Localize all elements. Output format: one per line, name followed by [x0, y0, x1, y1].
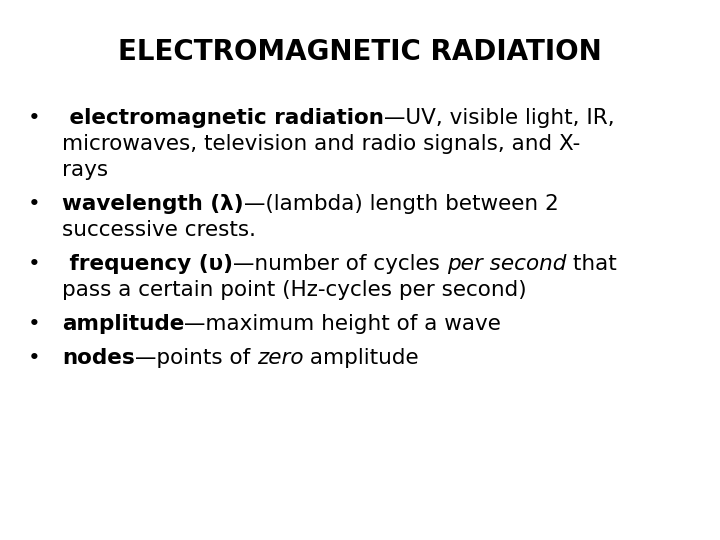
Text: •: • [28, 314, 41, 334]
Text: •: • [28, 254, 41, 274]
Text: per second: per second [446, 254, 566, 274]
Text: nodes: nodes [62, 348, 135, 368]
Text: pass a certain point (Hz-cycles per second): pass a certain point (Hz-cycles per seco… [62, 280, 526, 300]
Text: electromagnetic radiation: electromagnetic radiation [62, 108, 384, 128]
Text: wavelength (λ): wavelength (λ) [62, 194, 243, 214]
Text: •: • [28, 194, 41, 214]
Text: —(lambda) length between 2: —(lambda) length between 2 [243, 194, 559, 214]
Text: —UV, visible light, IR,: —UV, visible light, IR, [384, 108, 614, 128]
Text: that: that [566, 254, 617, 274]
Text: successive crests.: successive crests. [62, 220, 256, 240]
Text: •: • [28, 348, 41, 368]
Text: ELECTROMAGNETIC RADIATION: ELECTROMAGNETIC RADIATION [118, 38, 602, 66]
Text: •: • [28, 108, 41, 128]
Text: —number of cycles: —number of cycles [233, 254, 446, 274]
Text: —points of: —points of [135, 348, 257, 368]
Text: zero: zero [257, 348, 303, 368]
Text: amplitude: amplitude [303, 348, 419, 368]
Text: microwaves, television and radio signals, and X-: microwaves, television and radio signals… [62, 134, 580, 154]
Text: —maximum height of a wave: —maximum height of a wave [184, 314, 501, 334]
Text: rays: rays [62, 160, 108, 180]
Text: amplitude: amplitude [62, 314, 184, 334]
Text: frequency (υ): frequency (υ) [62, 254, 233, 274]
